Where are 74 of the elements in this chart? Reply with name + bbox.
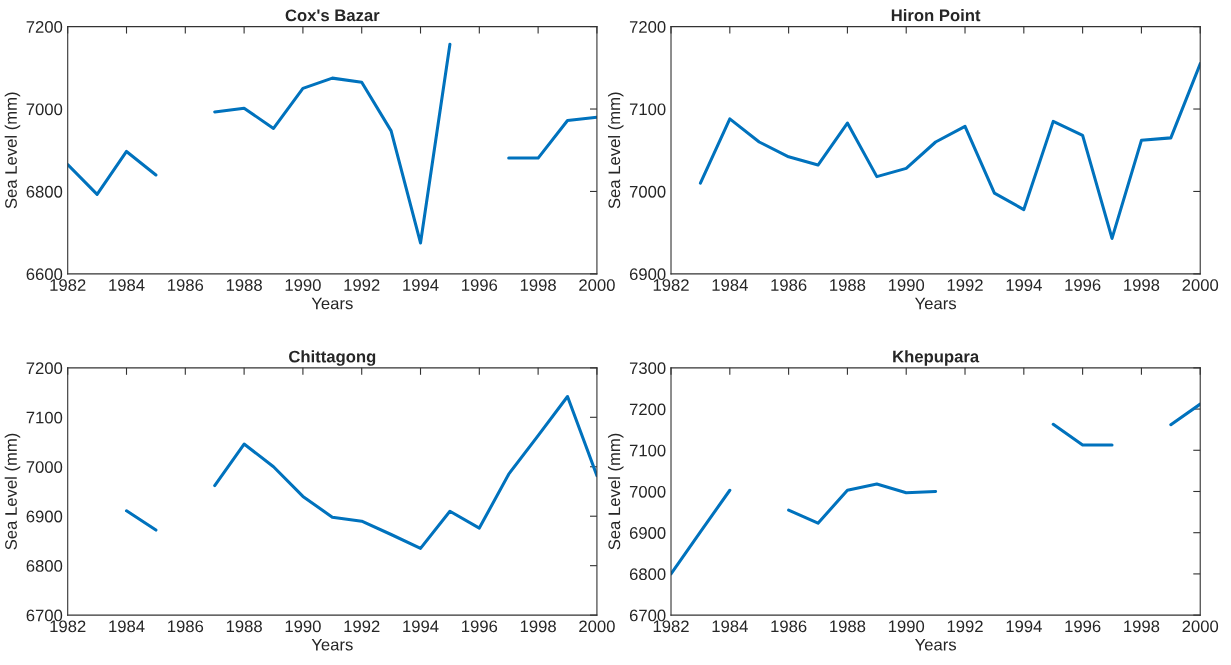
x-tick-label: 1992 [947,279,983,291]
x-axis-title: Years [914,638,957,651]
y-tick-label: 7000 [26,103,63,116]
x-tick-label: 1992 [947,620,983,633]
x-tick-label: 1996 [462,620,498,633]
y-tick-label: 6900 [629,268,666,281]
y-tick-label: 7000 [629,185,666,198]
y-tick-label: 7100 [26,411,63,424]
x-axis-title: Years [311,297,353,310]
x-tick-label: 1982 [653,620,689,633]
x-tick-label: 1994 [403,620,439,633]
y-axis-title: Sea Level (mm) [4,92,21,209]
y-tick-label: 7000 [26,461,63,473]
x-tick-label: 1984 [109,279,145,291]
y-tick-label: 7000 [629,485,666,498]
x-tick-label: 1988 [226,279,262,291]
x-tick-label: 1992 [344,279,380,291]
x-tick-label: 2000 [579,620,615,633]
x-tick-label: 1992 [344,620,380,633]
x-tick-label: 2000 [1182,279,1219,291]
x-tick-label: 1996 [1065,279,1101,291]
x-tick-label: 2000 [579,279,615,291]
chart-title: Cox's Bazar [285,9,380,22]
y-tick-label: 6800 [26,185,63,198]
x-tick-label: 1990 [888,279,925,291]
y-tick-label: 7300 [629,362,666,375]
x-tick-label: 1988 [830,620,866,633]
chart-title: Chittagong [289,350,376,366]
y-tick-label: 6600 [26,268,63,281]
y-tick-label: 6800 [629,568,666,581]
x-tick-label: 1988 [226,620,262,633]
y-axis-title: Sea Level (mm) [607,433,624,550]
y-tick-label: 6800 [26,560,63,572]
x-tick-label: 1998 [1124,279,1160,291]
x-tick-label: 1986 [168,620,204,633]
x-tick-label: 1982 [653,279,689,291]
y-tick-label: 7100 [629,444,666,457]
y-tick-label: 7200 [26,21,63,33]
x-tick-label: 1986 [771,279,807,291]
y-tick-label: 7200 [629,21,666,33]
x-tick-label: 1986 [168,279,204,291]
x-tick-label: 1994 [1006,279,1042,291]
x-tick-label: 1998 [1124,620,1160,633]
y-tick-label: 7200 [26,362,63,375]
y-tick-label: 6700 [26,609,63,622]
x-tick-label: 1990 [285,620,321,633]
y-tick-label: 7200 [629,403,666,416]
x-tick-label: 1998 [520,279,556,291]
x-tick-label: 1996 [1065,620,1101,633]
chart-title: Hiron Point [891,8,981,22]
x-tick-label: 1984 [712,620,748,633]
x-tick-label: 1990 [285,279,321,291]
x-tick-label: 2000 [1182,620,1219,633]
y-tick-label: 6900 [26,510,63,523]
y-axis-title: Sea Level (mm) [607,92,624,209]
x-tick-label: 1998 [520,620,556,633]
x-tick-label: 1984 [712,279,748,291]
x-tick-label: 1990 [888,620,925,633]
y-tick-label: 7100 [629,103,666,116]
x-axis-title: Years [914,297,957,310]
x-tick-label: 1984 [109,620,145,633]
x-tick-label: 1988 [830,279,866,291]
y-tick-label: 6900 [629,527,666,539]
y-tick-label: 6700 [629,609,666,622]
y-axis-title: Sea Level (mm) [4,433,21,550]
x-tick-label: 1982 [50,279,86,291]
x-tick-label: 1994 [1006,620,1042,633]
x-tick-label: 1994 [403,279,439,291]
chart-title: Khepupara [893,350,980,366]
x-tick-label: 1996 [462,279,498,291]
x-tick-label: 1986 [771,620,807,633]
x-axis-title: Years [311,638,353,651]
line-series [698,62,1201,240]
x-tick-label: 1982 [50,620,86,633]
